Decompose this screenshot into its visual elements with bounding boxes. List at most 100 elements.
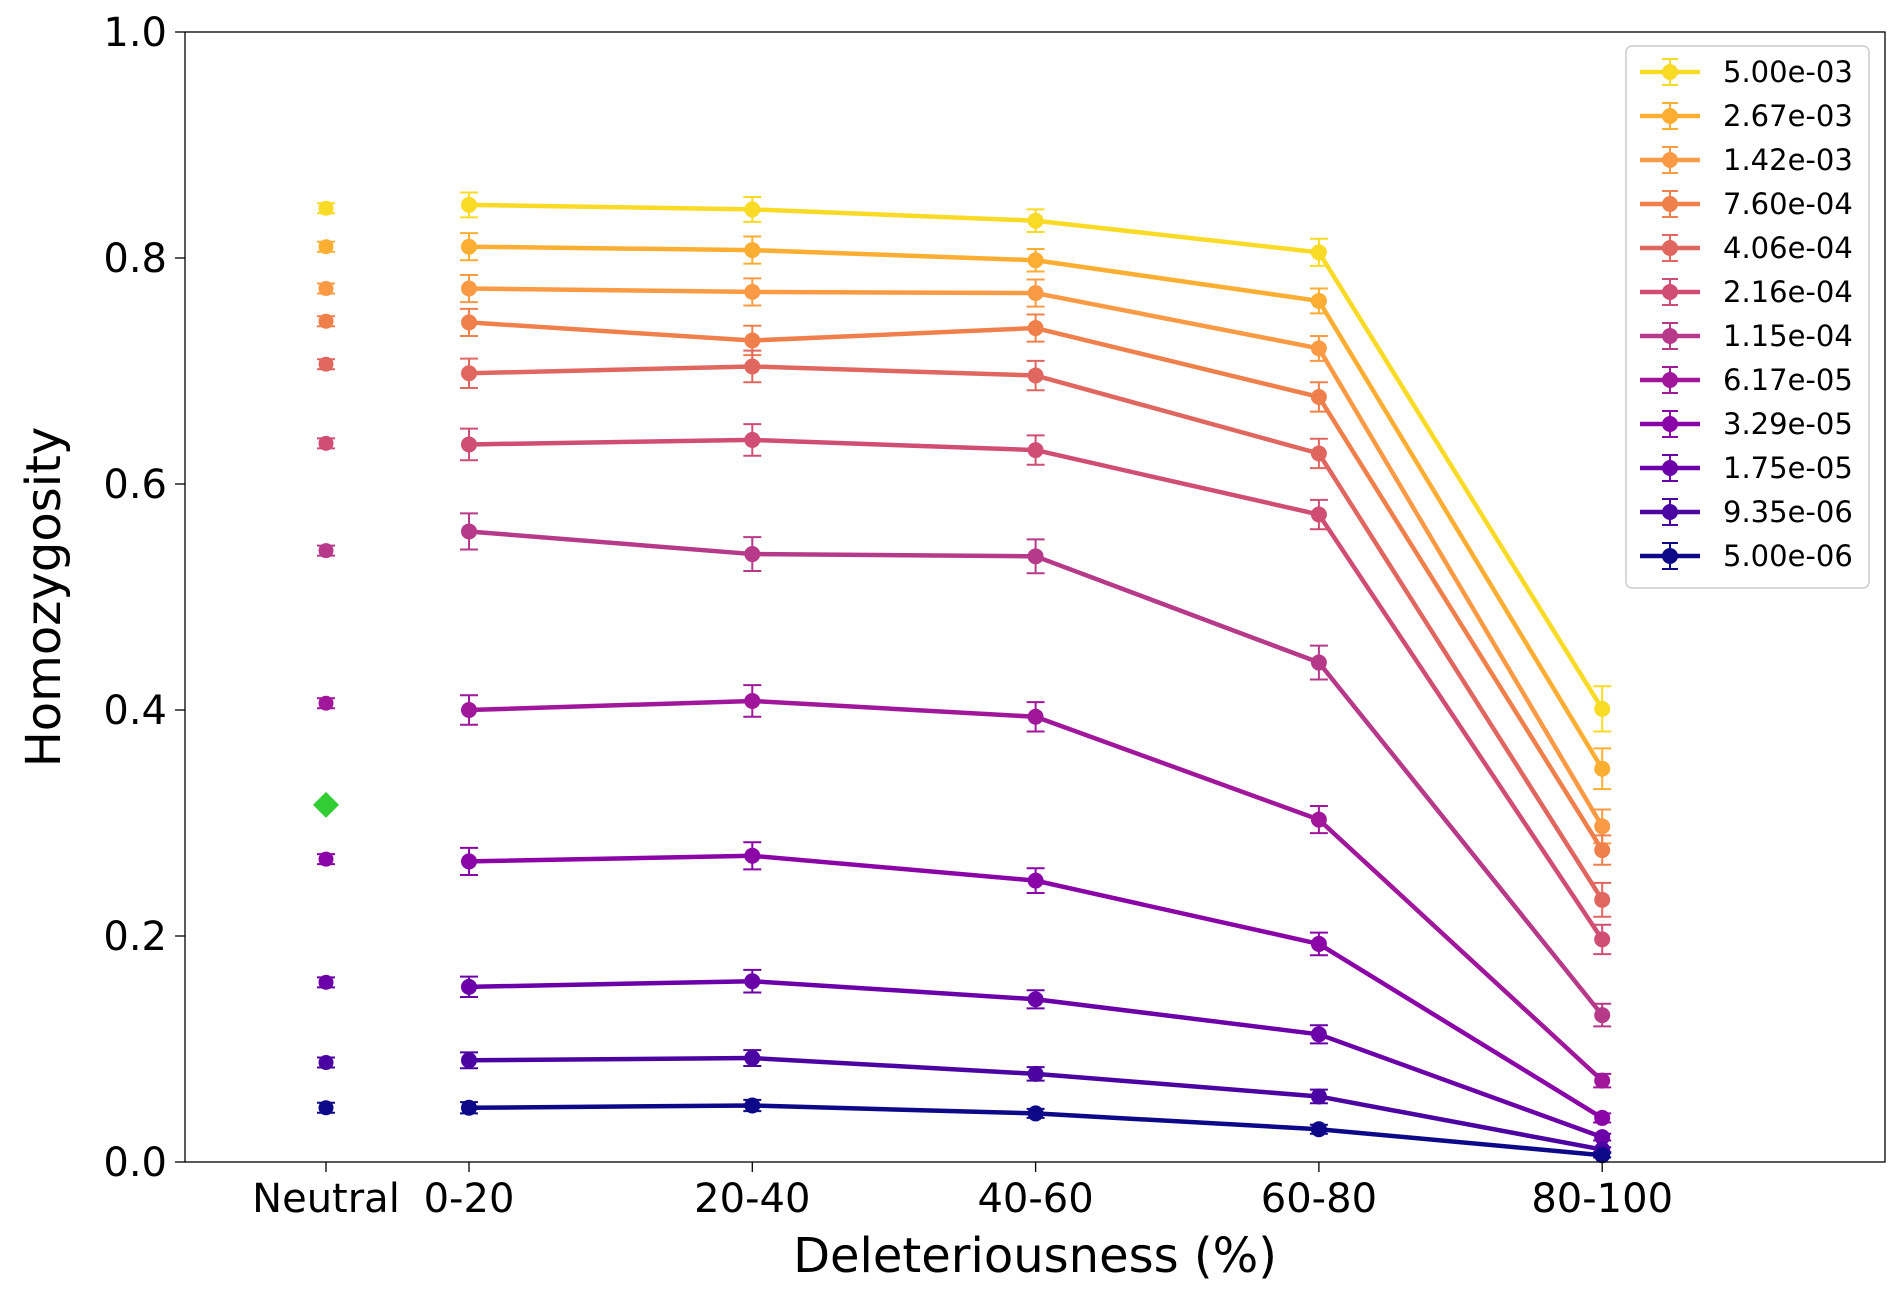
legend-item: 9.35e-06	[1640, 495, 1853, 529]
legend-item: 1.75e-05	[1640, 451, 1853, 485]
legend-label: 7.60e-04	[1723, 187, 1853, 221]
data-point	[1594, 1072, 1611, 1089]
y-tick-label: 0.4	[103, 688, 167, 734]
legend-marker	[1662, 64, 1678, 80]
data-point	[1594, 700, 1611, 717]
data-point	[744, 1050, 761, 1067]
y-tick-label: 1.0	[103, 10, 167, 56]
legend-label: 5.00e-06	[1723, 539, 1853, 573]
series-1.15e-04	[317, 512, 1612, 1028]
data-point	[1594, 842, 1611, 859]
data-point	[744, 283, 761, 300]
data-point	[461, 238, 477, 255]
x-tick-label: 80-100	[1531, 1176, 1673, 1222]
data-point	[1310, 654, 1327, 671]
data-point	[744, 973, 761, 990]
series-5.00e-03	[317, 191, 1612, 733]
series-3.29e-05	[317, 841, 1612, 1126]
data-point	[1594, 1109, 1611, 1126]
data-point	[1594, 931, 1611, 948]
series-2.16e-04	[317, 423, 1612, 956]
x-axis-ticks: Neutral 0-20 20-40 40-60 60-80 80-100	[252, 1162, 1673, 1222]
data-point	[461, 436, 477, 453]
series-7.60e-04	[317, 307, 1612, 866]
neutral-point	[318, 313, 334, 329]
data-point	[1027, 320, 1044, 337]
x-axis-label: Deleteriousness (%)	[793, 1228, 1277, 1284]
legend-marker	[1662, 108, 1678, 124]
legend-label: 4.06e-04	[1723, 231, 1853, 265]
diamond-marker	[313, 791, 339, 818]
data-point	[461, 365, 477, 382]
legend-label: 1.15e-04	[1723, 319, 1853, 353]
data-point	[1027, 442, 1044, 459]
data-point	[1027, 1105, 1044, 1122]
data-point	[461, 702, 477, 718]
legend-marker	[1662, 372, 1678, 388]
legend-label: 2.67e-03	[1723, 99, 1853, 133]
data-point	[1310, 506, 1327, 523]
x-tick-label: 40-60	[977, 1176, 1093, 1222]
y-tick-label: 0.0	[103, 1140, 167, 1186]
data-point	[1310, 811, 1327, 828]
series-5.00e-06	[317, 1097, 1612, 1164]
data-point	[1027, 991, 1044, 1008]
x-tick-label: 60-80	[1261, 1176, 1377, 1222]
data-point	[744, 1097, 761, 1114]
data-point	[744, 847, 761, 864]
legend-item: 5.00e-06	[1640, 539, 1853, 573]
neutral-point	[318, 851, 334, 867]
legend-item: 2.67e-03	[1640, 99, 1853, 133]
legend-marker	[1662, 460, 1678, 476]
series-6.17e-05	[317, 684, 1612, 1089]
legend-item: 5.00e-03	[1640, 55, 1853, 89]
data-point	[744, 692, 761, 709]
data-point	[1594, 1007, 1611, 1024]
series-4.06e-04	[317, 349, 1612, 918]
legend-item: 7.60e-04	[1640, 187, 1853, 221]
data-point	[1310, 1026, 1327, 1043]
data-point	[461, 1052, 477, 1069]
series-1.75e-05	[317, 968, 1612, 1146]
x-tick-label: Neutral	[252, 1176, 400, 1222]
legend-box	[1625, 45, 1870, 589]
data-point	[1310, 340, 1327, 357]
data-point	[1027, 212, 1044, 229]
series-line	[468, 529, 1604, 1017]
data-point	[1310, 244, 1327, 261]
neutral-point	[318, 239, 334, 255]
data-point	[461, 523, 477, 540]
neutral-point	[318, 695, 334, 711]
series-1.42e-03	[317, 273, 1612, 845]
legend: 5.00e-03 2.67e-03 1.42e-03 7.60e-04 4.06e-04…	[1625, 45, 1870, 589]
legend-label: 6.17e-05	[1723, 363, 1853, 397]
data-point	[461, 1099, 477, 1116]
series-line	[468, 437, 1605, 941]
neutral-point	[318, 1055, 334, 1071]
data-point	[744, 332, 761, 349]
data-point	[1027, 367, 1044, 384]
neutral-point	[318, 543, 334, 559]
series-9.35e-06	[317, 1049, 1612, 1158]
legend-marker	[1662, 196, 1678, 212]
data-point	[744, 546, 761, 563]
legend-item: 1.42e-03	[1640, 143, 1853, 177]
neutral-point	[318, 974, 334, 990]
legend-item: 2.16e-04	[1640, 275, 1853, 309]
data-point	[1594, 818, 1611, 835]
data-point	[1594, 760, 1611, 777]
data-point	[1027, 1065, 1044, 1082]
y-axis-label: Homozygosity	[16, 427, 72, 768]
x-tick-label: 0-20	[424, 1176, 515, 1222]
legend-marker	[1662, 240, 1678, 256]
neutral-point	[318, 281, 334, 297]
y-tick-label: 0.6	[103, 462, 167, 508]
neutral-point	[318, 200, 334, 216]
y-tick-label: 0.8	[103, 236, 167, 282]
data-point	[1027, 708, 1044, 725]
data-point	[744, 358, 761, 375]
data-point	[744, 431, 761, 448]
legend-marker	[1662, 284, 1678, 300]
data-point	[461, 280, 477, 297]
